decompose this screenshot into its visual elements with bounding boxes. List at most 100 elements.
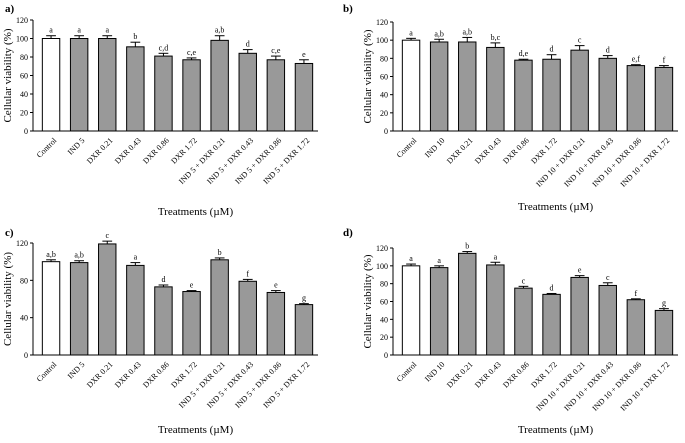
significance-letter: a xyxy=(437,256,441,265)
bar xyxy=(238,52,257,132)
significance-letter: c,e xyxy=(271,46,281,55)
x-tick-label: IND 10 + DXR 0.21 xyxy=(534,136,587,189)
significance-letter: a xyxy=(409,254,413,263)
bar xyxy=(69,38,89,132)
x-tick-label: DXR 0.43 xyxy=(473,136,503,166)
x-tick-label: DXR 0.86 xyxy=(141,136,171,166)
x-axis-label: Treatments (µM) xyxy=(158,424,234,436)
bar xyxy=(514,287,533,356)
y-tick-label: 40 xyxy=(20,90,28,99)
y-tick-label: 0 xyxy=(24,351,28,360)
significance-letter: e xyxy=(190,281,194,290)
x-tick-label: IND 5 xyxy=(66,136,87,157)
significance-letter: a xyxy=(134,253,138,262)
significance-letter: e xyxy=(302,50,306,59)
y-tick-label: 20 xyxy=(380,109,388,118)
significance-letter: c xyxy=(105,231,109,240)
bar xyxy=(98,38,117,132)
significance-letter: g xyxy=(302,294,306,303)
significance-letter: f xyxy=(246,269,249,278)
bar xyxy=(458,41,477,132)
x-tick-label: DXR 0.86 xyxy=(141,360,171,390)
bar xyxy=(182,291,201,356)
significance-letter: b,c xyxy=(491,33,501,42)
significance-letter: g xyxy=(662,299,666,308)
significance-letter: d xyxy=(246,40,250,49)
panel-label: a) xyxy=(5,3,15,15)
significance-letter: a,b xyxy=(74,251,84,260)
x-axis-label: Treatments (µM) xyxy=(518,201,594,213)
y-tick-label: 20 xyxy=(20,109,28,118)
significance-letter: a xyxy=(409,28,413,37)
y-tick-label: 40 xyxy=(380,315,388,324)
significance-letter: f xyxy=(663,56,666,65)
bar xyxy=(266,291,286,356)
bar xyxy=(401,39,421,132)
bar xyxy=(154,55,173,132)
y-tick-label: 120 xyxy=(16,239,28,248)
x-tick-label: DXR 0.21 xyxy=(85,136,115,166)
y-axis-label: Cellular viability (%) xyxy=(362,254,374,348)
significance-letter: d xyxy=(550,45,554,54)
significance-letter: e xyxy=(274,281,278,290)
significance-letter: e xyxy=(578,266,582,275)
bar xyxy=(41,261,61,356)
x-tick-label: Control xyxy=(395,359,419,383)
significance-letter: c,e xyxy=(187,48,197,57)
bar xyxy=(294,304,314,356)
y-tick-label: 60 xyxy=(20,72,28,81)
bar xyxy=(654,309,674,356)
y-tick-label: 100 xyxy=(376,36,388,45)
bar xyxy=(41,38,61,132)
bar xyxy=(654,66,674,132)
bar xyxy=(626,299,646,356)
significance-letter: b xyxy=(465,242,469,251)
significance-letter: b xyxy=(133,32,137,41)
significance-letter: c xyxy=(522,276,526,285)
bar xyxy=(514,59,533,132)
bar xyxy=(126,264,145,356)
y-tick-label: 0 xyxy=(384,127,388,136)
x-tick-label: DXR 0.21 xyxy=(85,360,115,390)
significance-letter: d xyxy=(606,46,610,55)
x-tick-label: DXR 0.86 xyxy=(501,136,531,166)
bar xyxy=(126,46,145,132)
significance-letter: a,b xyxy=(215,26,225,35)
significance-letter: b xyxy=(218,248,222,257)
bar xyxy=(154,286,173,356)
y-tick-label: 100 xyxy=(376,262,388,271)
bar xyxy=(401,265,421,356)
x-axis-label: Treatments (µM) xyxy=(158,206,234,218)
significance-letter: c xyxy=(578,36,582,45)
y-tick-label: 40 xyxy=(380,91,388,100)
x-tick-label: IND 10 + DXR 0.43 xyxy=(562,360,615,413)
y-tick-label: 120 xyxy=(376,18,388,27)
x-tick-label: DXR 0.43 xyxy=(113,360,143,390)
x-tick-label: Control xyxy=(35,359,59,383)
significance-letter: a,b xyxy=(462,27,472,36)
bar xyxy=(486,264,505,356)
bar xyxy=(598,57,617,132)
x-tick-label: DXR 0.21 xyxy=(445,136,475,166)
y-axis-label: Cellular viability (%) xyxy=(2,252,14,346)
x-tick-label: Control xyxy=(395,135,419,159)
bar xyxy=(486,46,505,132)
x-tick-label: IND 10 + DXR 0.86 xyxy=(590,360,643,413)
x-tick-label: IND 10 xyxy=(423,136,446,159)
bar xyxy=(429,267,449,356)
bar xyxy=(458,252,477,356)
y-tick-label: 100 xyxy=(16,35,28,44)
significance-letter: c,d xyxy=(159,43,169,52)
bar xyxy=(69,262,89,356)
significance-letter: e,f xyxy=(632,55,641,64)
x-tick-label: DXR 0.43 xyxy=(113,136,143,166)
y-tick-label: 80 xyxy=(380,280,388,289)
y-tick-label: 80 xyxy=(20,53,28,62)
x-tick-label: IND 5 xyxy=(66,360,87,381)
y-axis-label: Cellular viability (%) xyxy=(2,28,14,122)
